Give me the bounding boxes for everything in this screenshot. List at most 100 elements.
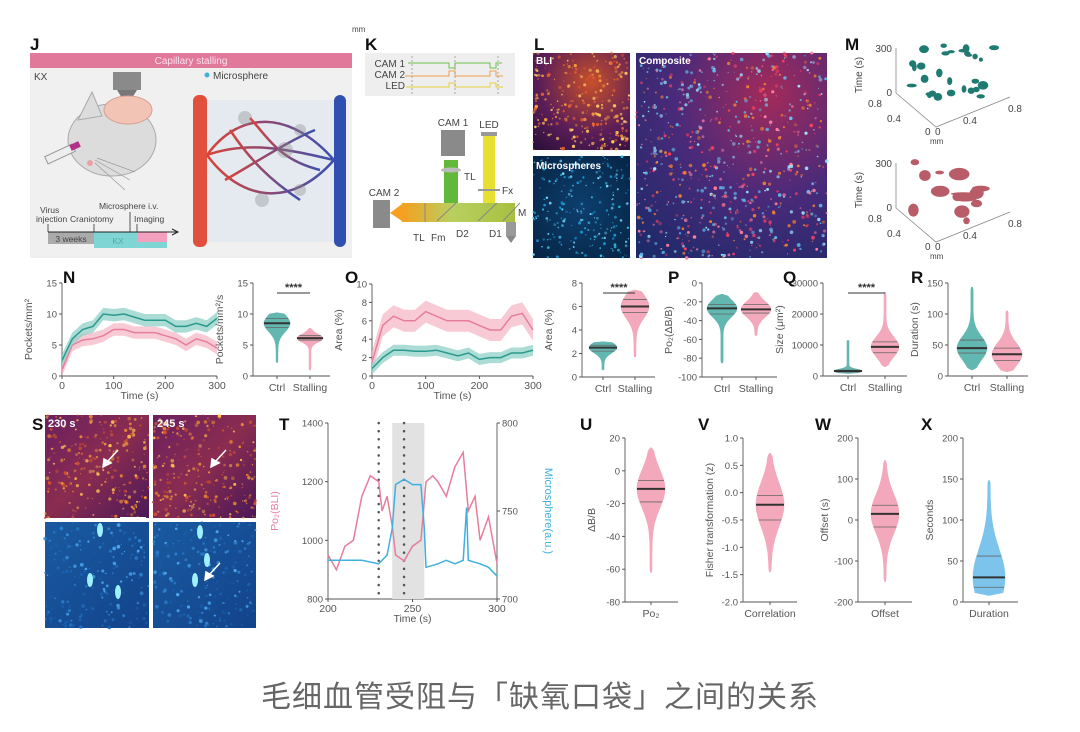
speckle	[682, 214, 685, 217]
speckle	[533, 211, 537, 215]
speckle	[585, 234, 587, 236]
speckle	[652, 105, 656, 109]
speckle	[577, 85, 581, 89]
y-tick-label: 0	[938, 372, 943, 383]
speckle	[98, 465, 101, 468]
speckle	[225, 572, 227, 574]
speckle	[722, 253, 726, 258]
speckle	[108, 576, 111, 579]
speckle	[223, 619, 226, 622]
speckle	[601, 100, 603, 102]
speckle	[696, 189, 700, 192]
speckle	[94, 523, 97, 527]
speckle	[645, 138, 647, 141]
speckle	[227, 597, 229, 599]
speckle	[715, 55, 718, 58]
speckle	[555, 122, 559, 126]
violin-body	[956, 286, 988, 371]
time-label-230s: 230 s	[48, 418, 76, 430]
speckle	[213, 498, 217, 502]
speckle	[125, 438, 129, 442]
speckle	[584, 127, 586, 129]
speckle	[83, 467, 86, 470]
speckle	[653, 103, 656, 107]
speckle	[158, 528, 161, 531]
speckle	[705, 90, 709, 94]
speckle	[747, 115, 750, 118]
speckle	[576, 162, 579, 166]
speckle	[140, 559, 143, 563]
speckle	[543, 198, 545, 200]
speckle	[49, 456, 51, 459]
speckle	[157, 494, 160, 497]
speckle	[79, 435, 83, 439]
speckle	[576, 209, 578, 211]
speckle	[128, 621, 133, 625]
speckle	[705, 226, 708, 229]
speckle	[145, 469, 147, 470]
speckle	[669, 73, 673, 77]
speckle	[132, 571, 136, 576]
speckle	[784, 54, 787, 57]
speckle	[592, 122, 594, 124]
speckle	[768, 138, 769, 140]
speckle	[54, 597, 57, 600]
speckle	[624, 254, 626, 256]
speckle	[68, 501, 71, 505]
speckle	[545, 196, 549, 199]
speckle	[225, 624, 228, 628]
series-band	[62, 307, 217, 367]
speckle	[72, 509, 75, 512]
speckle	[173, 472, 175, 475]
speckle	[152, 466, 156, 470]
speckle	[560, 173, 563, 177]
speckle	[713, 57, 716, 61]
speckle	[180, 434, 182, 437]
speckle	[647, 106, 650, 109]
speckle	[53, 558, 56, 561]
right-y-tick-label: 700	[502, 595, 518, 606]
speckle	[89, 597, 91, 599]
speckle	[217, 455, 219, 457]
speckle	[599, 133, 603, 136]
speckle	[796, 170, 799, 174]
speckle	[79, 473, 81, 475]
speckle	[762, 58, 766, 62]
speckle	[203, 420, 208, 424]
speckle	[751, 172, 755, 177]
speckle	[199, 604, 204, 608]
speckle	[604, 157, 606, 159]
speckle	[75, 453, 79, 457]
speckle	[624, 145, 626, 147]
speckle	[774, 72, 778, 76]
speckle	[580, 210, 583, 213]
speckle	[240, 423, 244, 427]
speckle	[246, 614, 249, 617]
speckle	[819, 222, 822, 224]
speckle	[769, 124, 772, 126]
speckle	[747, 144, 751, 148]
speckle	[714, 117, 718, 121]
speckle	[555, 212, 558, 215]
speckle	[680, 107, 684, 111]
speckle	[159, 423, 163, 427]
speckle	[779, 136, 782, 138]
speckle	[688, 171, 691, 174]
speckle	[202, 439, 205, 442]
speckle	[122, 499, 125, 502]
led-source-icon	[481, 132, 497, 136]
speckle	[49, 616, 53, 621]
speckle	[722, 227, 726, 231]
speckle	[593, 55, 596, 58]
speckle	[783, 244, 786, 247]
x-axis-label: Time (s)	[120, 390, 158, 402]
speckle	[140, 594, 143, 597]
speckle	[757, 69, 761, 73]
speckle	[745, 224, 747, 226]
y-tick-label: 6	[572, 302, 577, 313]
speckle	[88, 454, 92, 458]
speckle	[221, 429, 225, 432]
speckle	[203, 494, 208, 499]
speckle	[118, 490, 121, 492]
speckle	[561, 93, 563, 96]
